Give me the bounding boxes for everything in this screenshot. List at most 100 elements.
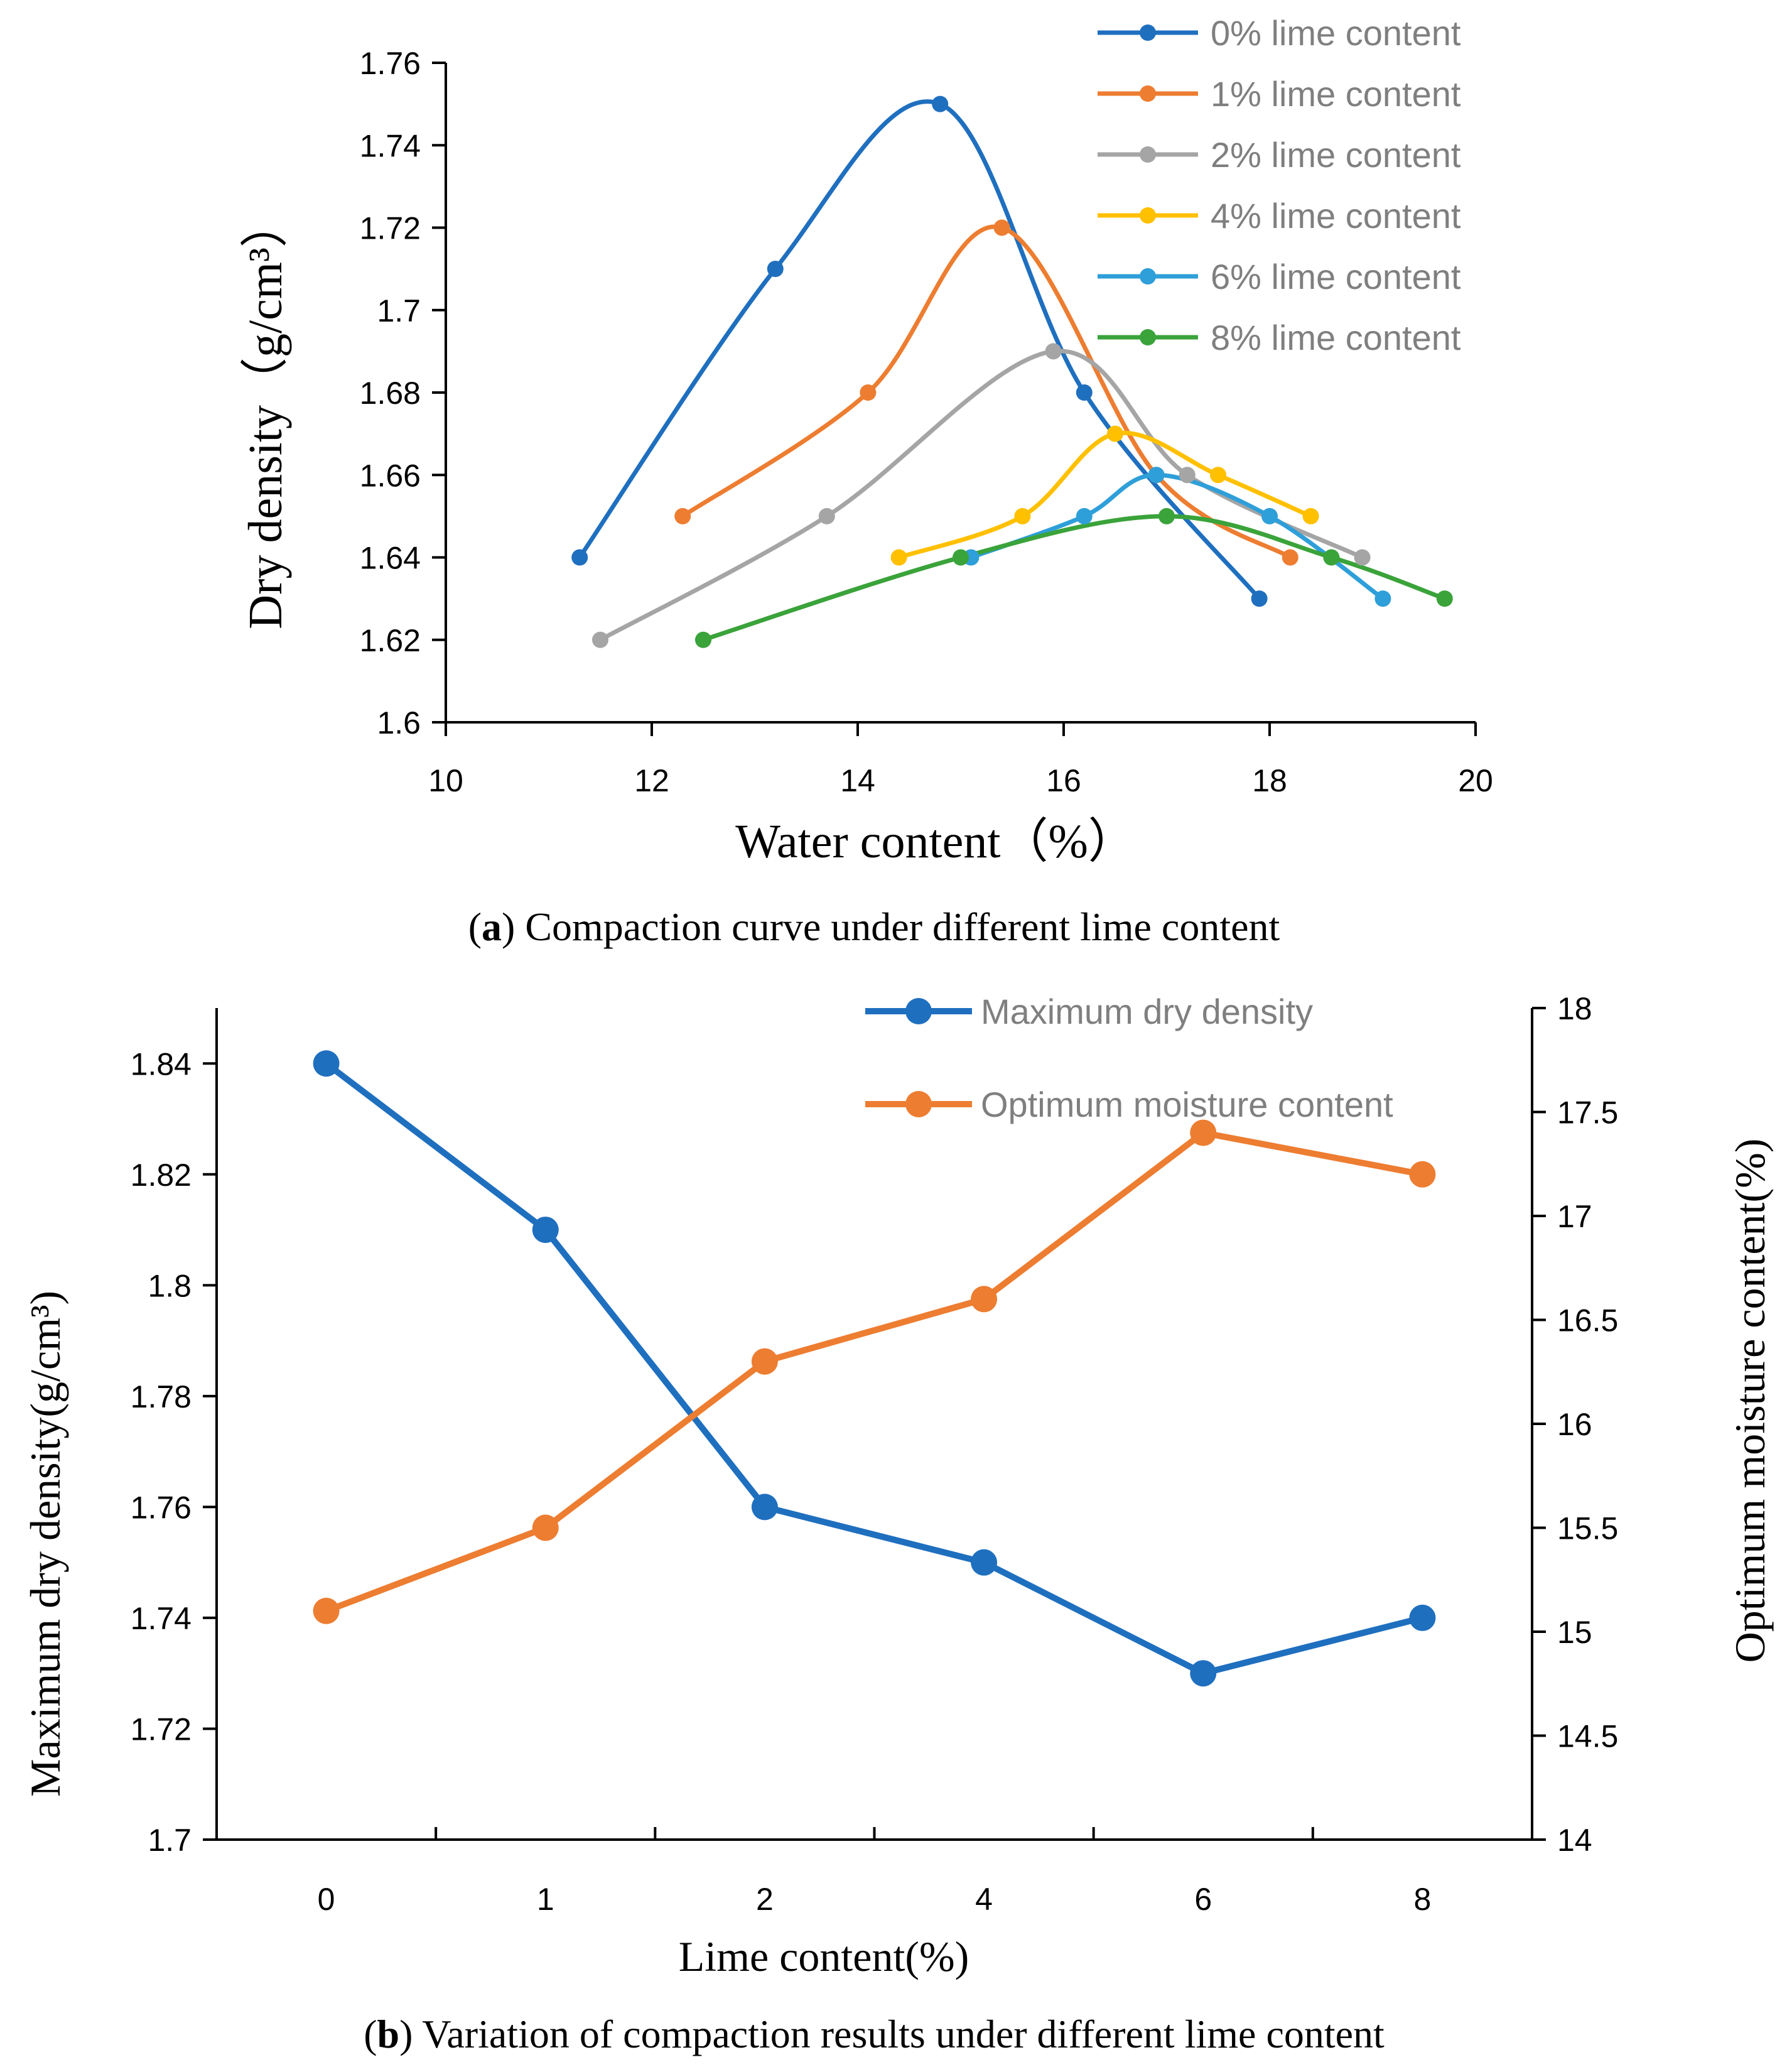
panel-a-legend-label: 0% lime content — [1211, 13, 1461, 53]
panel-b-left-tick-label: 1.7 — [148, 1823, 192, 1858]
panel-b-point-optimum-moisture-content — [1409, 1161, 1436, 1188]
panel-a-point-1-lime-content — [860, 384, 877, 401]
panel-a-x-tick-label: 20 — [1458, 763, 1493, 798]
panel-b-legend: Maximum dry density Optimum moisture cont… — [865, 992, 1393, 1124]
panel-b-point-optimum-moisture-content — [313, 1597, 340, 1624]
panel-b-axes — [203, 1007, 1546, 1841]
panel-a-y-tick-label: 1.68 — [360, 376, 421, 411]
panel-b-x-axis-title: Lime content(%) — [679, 1933, 969, 1980]
panel-b-x-tick-label: 8 — [1414, 1882, 1432, 1917]
panel-a-point-4-lime-content — [890, 549, 907, 566]
panel-a-point-0-lime-content — [571, 549, 588, 566]
panel-a-point-8-lime-content — [953, 549, 969, 566]
panel-a-legend-marker — [1140, 24, 1156, 41]
panel-b-point-maximum-dry-density — [971, 1549, 998, 1576]
panel-a-point-0-lime-content — [1251, 590, 1268, 607]
panel-b-right-tick-label: 17 — [1557, 1199, 1592, 1234]
panel-b-data-points — [313, 1050, 1436, 1687]
panel-b-left-tick-label: 1.76 — [131, 1490, 192, 1525]
panel-b-line-optimum-moisture-content — [325, 1129, 1423, 1614]
compaction-results-panel: 1.71.721.741.761.781.81.821.841414.51515… — [21, 991, 1774, 2056]
panel-b-point-optimum-moisture-content — [532, 1514, 559, 1541]
panel-b-legend-label: Maximum dry density — [981, 992, 1313, 1031]
panel-b-legend-marker — [905, 998, 932, 1024]
panel-b-left-tick-label: 1.82 — [131, 1158, 192, 1193]
panel-b-caption: (b) Variation of compaction results unde… — [364, 2012, 1385, 2056]
panel-a-legend-marker — [1140, 85, 1156, 102]
panel-b-point-maximum-dry-density — [1409, 1604, 1436, 1631]
panel-b-line-maximum-dry-density — [324, 1061, 1423, 1677]
panel-a-point-2-lime-content — [592, 631, 608, 648]
panel-a-legend-marker — [1140, 329, 1156, 345]
panel-a-line-8-lime-content — [701, 514, 1447, 643]
panel-a-point-1-lime-content — [1282, 549, 1298, 566]
panel-b-caption-label: b — [377, 2012, 400, 2056]
panel-a-legend-label: 4% lime content — [1211, 196, 1461, 236]
panel-b-point-maximum-dry-density — [751, 1494, 778, 1521]
panel-a-y-tick-label: 1.74 — [360, 128, 421, 163]
panel-b-point-maximum-dry-density — [1190, 1660, 1217, 1687]
panel-a-x-tick-label: 18 — [1252, 763, 1287, 798]
panel-a-legend-marker — [1140, 268, 1156, 285]
panel-a-point-6-lime-content — [1148, 467, 1165, 484]
panel-a-point-0-lime-content — [932, 95, 949, 112]
panel-b-left-tick-label: 1.78 — [131, 1379, 192, 1414]
panel-a-line-2-lime-content — [598, 349, 1365, 643]
panel-a-point-4-lime-content — [1014, 507, 1031, 524]
panel-b-point-optimum-moisture-content — [751, 1348, 778, 1375]
panel-b-x-tick-label: 1 — [537, 1882, 554, 1917]
panel-b-point-optimum-moisture-content — [971, 1286, 998, 1313]
panel-a-y-tick-label: 1.6 — [377, 705, 421, 740]
panel-a-x-tick-label: 16 — [1046, 763, 1081, 798]
panel-a-point-6-lime-content — [1374, 590, 1391, 607]
panel-b-legend-marker — [905, 1091, 932, 1117]
panel-a-x-tick-label: 10 — [428, 763, 463, 798]
panel-b-right-tick-label: 16.5 — [1557, 1303, 1618, 1338]
panel-a-caption-label: a — [482, 904, 502, 949]
panel-b-x-tick-label: 4 — [975, 1882, 993, 1917]
panel-a-x-tick-label: 12 — [634, 763, 669, 798]
panel-a-point-2-lime-content — [818, 507, 835, 524]
panel-b-right-tick-label: 17.5 — [1557, 1095, 1618, 1131]
panel-b-right-axis-title: Optimum moisture content(%) — [1726, 1139, 1774, 1663]
panel-a-point-1-lime-content — [674, 507, 691, 524]
panel-b-left-tick-label: 1.72 — [131, 1711, 192, 1747]
panel-a-y-axis-title: Dry density（g/cm³） — [239, 200, 292, 629]
panel-b-x-tick-label: 0 — [318, 1882, 335, 1917]
panel-a-point-0-lime-content — [1076, 384, 1093, 401]
panel-b-point-maximum-dry-density — [532, 1217, 559, 1244]
panel-b-left-tick-label: 1.84 — [131, 1046, 192, 1082]
panel-b-right-tick-label: 14 — [1557, 1823, 1592, 1858]
panel-b-caption-text: Variation of compaction results under di… — [413, 2012, 1385, 2056]
panel-a-legend-marker — [1140, 207, 1156, 224]
panel-a-axes — [432, 62, 1477, 736]
panel-a-point-4-lime-content — [1107, 425, 1123, 442]
panel-a-point-2-lime-content — [1045, 343, 1062, 360]
panel-b-right-tick-label: 18 — [1557, 991, 1592, 1026]
panel-b-right-tick-label: 15.5 — [1557, 1511, 1618, 1546]
panel-a-y-tick-label: 1.7 — [377, 293, 421, 328]
panel-a-point-8-lime-content — [1323, 549, 1340, 566]
panel-a-point-1-lime-content — [993, 219, 1010, 236]
panel-a-point-6-lime-content — [1261, 507, 1278, 524]
panel-a-point-0-lime-content — [767, 261, 784, 278]
panel-a-legend: 0% lime content 1% lime content 2% lime co… — [1098, 13, 1461, 357]
panel-b-right-tick-label: 15 — [1557, 1615, 1592, 1650]
compaction-curve-panel: 1.6 1.62 1.64 1.66 1.68 1.7 1.72 1.74 1.76 10 12 14… — [239, 13, 1493, 949]
panel-a-tick-labels: 1.6 1.62 1.64 1.66 1.68 1.7 1.72 1.74 1.76 10 12 14… — [360, 46, 1493, 798]
panel-a-y-tick-label: 1.76 — [360, 46, 421, 81]
panel-a-caption-text: Compaction curve under different lime co… — [515, 904, 1280, 949]
panel-a-y-tick-label: 1.66 — [360, 458, 421, 493]
panel-a-y-tick-label: 1.62 — [360, 623, 421, 658]
panel-a-point-8-lime-content — [1436, 590, 1453, 607]
panel-a-caption: (a) Compaction curve under different lim… — [468, 904, 1280, 949]
panel-a-point-8-lime-content — [695, 631, 711, 648]
panel-a-point-8-lime-content — [1158, 507, 1175, 524]
panel-a-point-2-lime-content — [1179, 467, 1196, 484]
panel-b-legend-label: Optimum moisture content — [981, 1085, 1393, 1124]
panel-b-point-maximum-dry-density — [313, 1050, 340, 1077]
panel-a-legend-label: 2% lime content — [1211, 135, 1461, 175]
panel-a-y-tick-label: 1.72 — [360, 211, 421, 246]
